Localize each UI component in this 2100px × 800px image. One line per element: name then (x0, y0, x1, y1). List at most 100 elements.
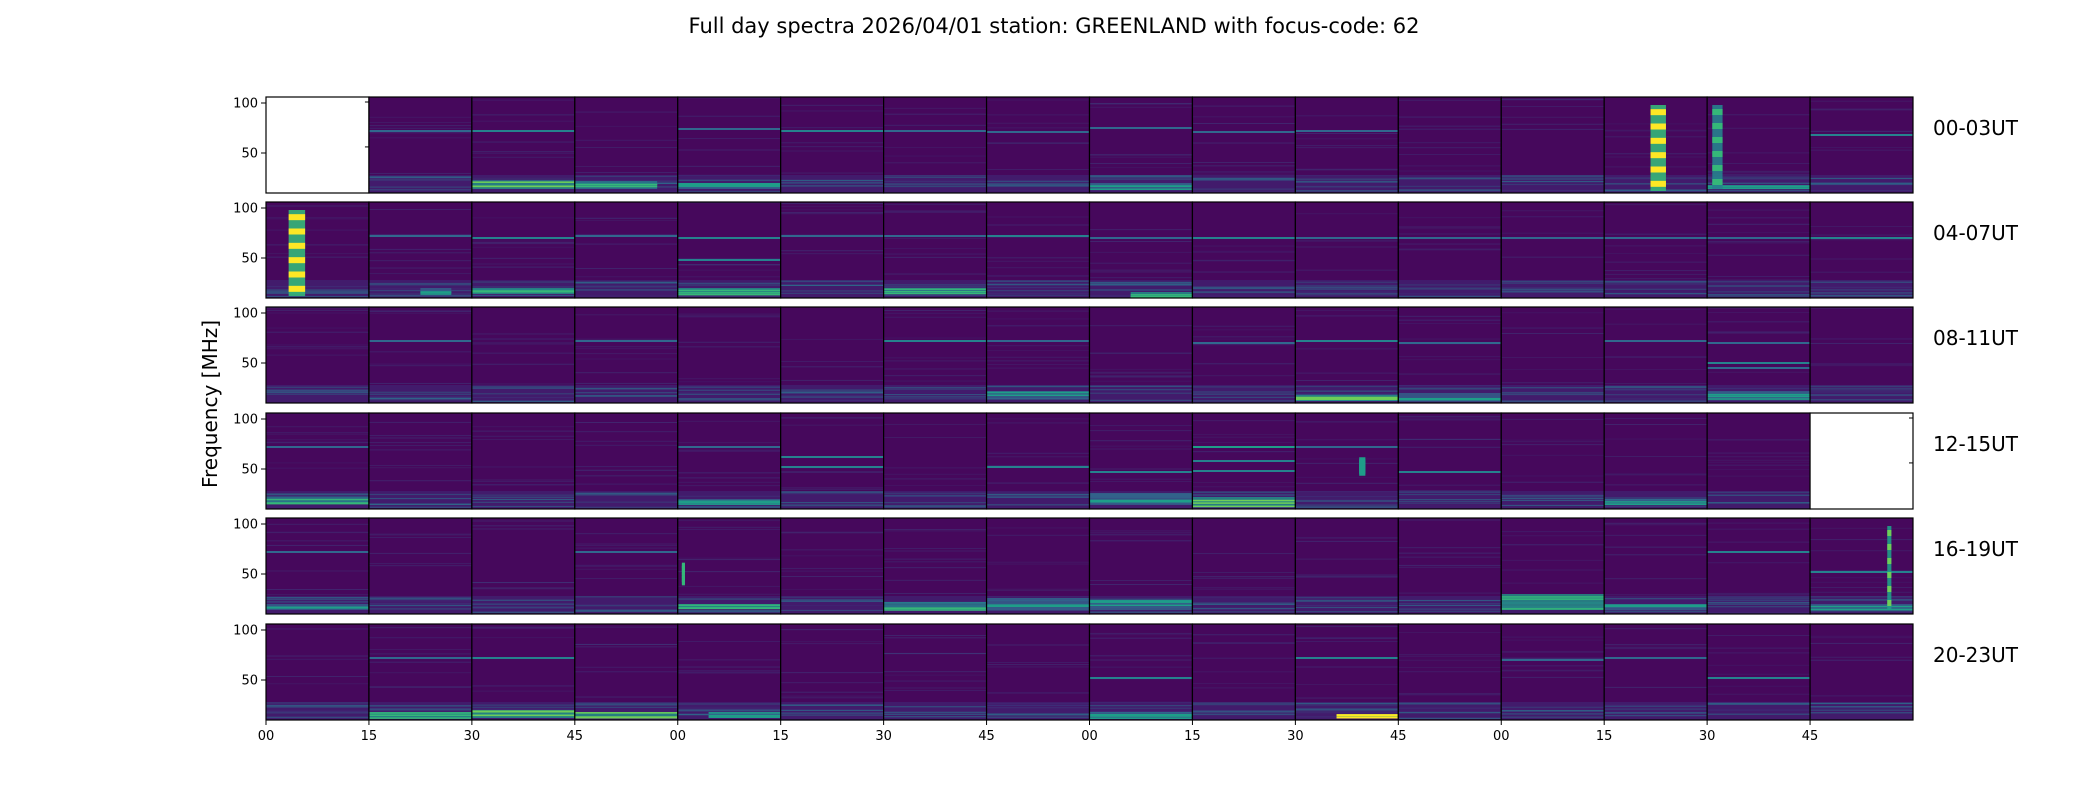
panel-12-15ut-4 (677, 412, 782, 510)
low-band-line (986, 183, 1090, 185)
noise-line (574, 577, 678, 579)
low-band-line (1089, 389, 1193, 391)
low-band-line (986, 713, 1090, 715)
y-tick-label: 50 (241, 147, 258, 162)
noise-line (1707, 331, 1811, 333)
low-band-line (986, 185, 1090, 187)
emission-line (677, 237, 781, 239)
low-band-line (574, 395, 678, 397)
noise-line (1192, 603, 1296, 605)
low-band-line (1398, 189, 1502, 191)
noise-line (574, 358, 678, 360)
noise-line (883, 529, 987, 531)
noise-line (1192, 486, 1296, 488)
noise-line (1707, 522, 1811, 524)
noise-line (1089, 277, 1193, 279)
low-band-line (266, 292, 369, 294)
low-band-line (1398, 288, 1502, 290)
noise-line (1810, 363, 1913, 365)
panel-00-03ut-0 (265, 96, 370, 194)
noise-line (780, 253, 884, 255)
noise-line (471, 520, 575, 522)
noise-line (368, 442, 472, 444)
burst-line (677, 184, 781, 186)
low-band-line (780, 392, 884, 394)
noise-line (471, 430, 575, 432)
panel-background (1604, 624, 1708, 720)
noise-line (1604, 245, 1708, 247)
panel-20-23ut-5 (780, 623, 885, 721)
noise-line (574, 111, 678, 113)
low-band-line (1295, 185, 1399, 188)
noise-line (677, 269, 781, 271)
noise-line (266, 683, 369, 685)
impulse-segment (288, 271, 306, 278)
panel-16-19ut-3 (574, 517, 679, 615)
emission-line (986, 131, 1090, 133)
noise-line (1089, 701, 1193, 703)
panel-background (1810, 97, 1913, 193)
low-band-line (1192, 712, 1296, 714)
low-band-line (1089, 281, 1193, 283)
noise-line (1707, 307, 1811, 309)
low-band-line (471, 706, 575, 708)
row-label-12-15ut: 12-15UT (1933, 432, 2019, 456)
noise-line (471, 478, 575, 480)
panel-background (368, 624, 472, 720)
low-band-line (1501, 497, 1605, 499)
low-band (1707, 702, 1811, 720)
burst-line (1089, 501, 1193, 503)
noise-line (1089, 468, 1193, 470)
noise-line (574, 285, 678, 287)
noise-line (677, 672, 781, 674)
emission-line (471, 657, 575, 659)
noise-line (883, 680, 987, 682)
low-band-line (1707, 603, 1811, 605)
noise-line (1707, 664, 1811, 666)
impulse-band (288, 210, 306, 296)
noise-line (1501, 312, 1605, 314)
low-band-line (780, 501, 884, 504)
noise-line (1295, 421, 1399, 423)
noise-line (1604, 648, 1708, 650)
noise-line (1192, 682, 1296, 684)
noise-line (883, 107, 987, 109)
noise-line (1501, 99, 1605, 101)
panel-background (677, 413, 781, 509)
noise-line (1707, 127, 1811, 129)
noise-line (368, 137, 472, 139)
low-band-line (1295, 500, 1399, 502)
noise-line (1089, 269, 1193, 271)
panel-background (986, 97, 1090, 193)
low-band-line (1707, 502, 1811, 504)
emission-line (1810, 237, 1913, 239)
panel-08-11ut-13 (1603, 306, 1708, 404)
x-tick-label: 45 (1390, 729, 1407, 744)
noise-line (1501, 418, 1605, 420)
low-band-line (780, 185, 884, 187)
noise-line (1398, 142, 1502, 144)
panel-08-11ut-14 (1706, 306, 1811, 404)
burst-line (883, 290, 987, 293)
noise-line (986, 664, 1090, 666)
noise-line (1810, 707, 1913, 709)
noise-line (574, 431, 678, 433)
noise-line (677, 585, 781, 587)
noise-line (266, 655, 369, 657)
low-band (780, 596, 884, 614)
noise-line (368, 534, 472, 536)
low-band-line (1501, 280, 1605, 282)
low-band-line (1192, 611, 1296, 613)
low-band-line (780, 596, 884, 598)
noise-line (1089, 229, 1193, 231)
noise-line (883, 567, 987, 569)
panel-20-23ut-1 (368, 623, 473, 721)
burst-line (1707, 395, 1811, 398)
emission-line (677, 446, 781, 448)
noise-line (1089, 380, 1193, 382)
low-band-line (1398, 387, 1502, 389)
noise-line (1295, 246, 1399, 248)
noise-line (1707, 693, 1811, 695)
noise-line (1501, 382, 1605, 384)
noise-line (1089, 371, 1193, 373)
